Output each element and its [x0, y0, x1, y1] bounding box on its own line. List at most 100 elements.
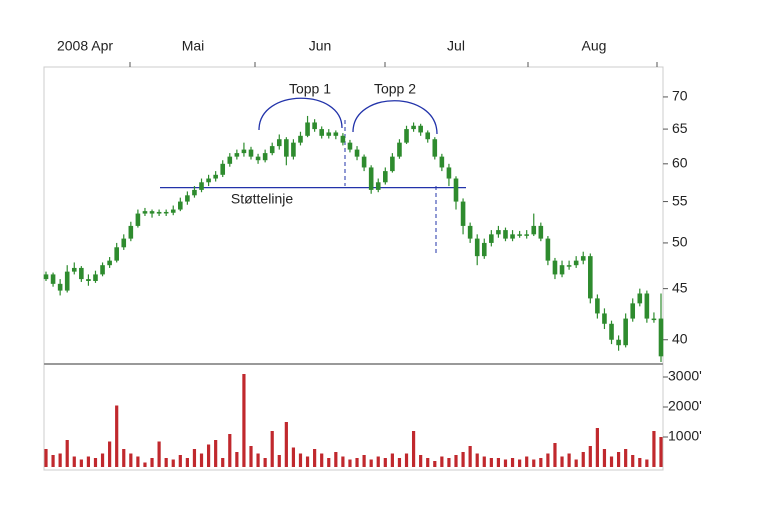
candle-body	[644, 293, 650, 319]
x-tick-label: Jun	[309, 38, 332, 54]
candle-body	[170, 209, 176, 213]
y-tick-label: 2000'	[668, 398, 702, 414]
volume-bar	[496, 458, 501, 467]
candle-body	[446, 167, 452, 179]
volume-bar	[652, 431, 656, 467]
candle-body	[354, 149, 360, 157]
x-tick-label: Jul	[447, 38, 465, 54]
volume-bar	[206, 444, 211, 467]
candle-body	[248, 149, 254, 157]
candle-body	[178, 201, 183, 210]
volume-bar	[327, 458, 331, 467]
candle-body	[588, 256, 593, 299]
y-tick-label: 40	[672, 330, 688, 346]
volume-bar	[192, 449, 197, 467]
volume-bar	[539, 458, 543, 467]
candle-body	[623, 318, 628, 346]
candle-body	[496, 230, 501, 235]
volume-bar	[567, 453, 571, 467]
candle-body	[460, 201, 466, 226]
volume-bar	[574, 459, 578, 467]
volume-bar	[532, 459, 536, 467]
volume-bar	[51, 455, 55, 467]
volume-bar	[291, 447, 296, 467]
volume-bar	[553, 443, 557, 467]
candle-body	[284, 139, 289, 157]
volume-bar	[595, 428, 599, 467]
candle-body	[651, 318, 657, 321]
candle-body	[100, 265, 105, 275]
candle-body	[616, 339, 621, 346]
candle-body	[566, 265, 572, 267]
annotation: Støttelinje	[231, 191, 293, 207]
candle-body	[43, 274, 49, 280]
candle-body	[128, 225, 134, 239]
candle-body	[361, 156, 367, 168]
candle-body	[149, 211, 155, 214]
volume-bar	[65, 440, 69, 467]
volume-bar	[44, 449, 48, 467]
candle-body	[637, 293, 643, 304]
volume-bar	[108, 441, 112, 467]
volume-bar	[235, 452, 239, 467]
x-tick-label: Mai	[182, 38, 205, 54]
candle-body	[545, 238, 551, 261]
volume-bar	[341, 456, 345, 467]
volume-bar	[277, 455, 281, 467]
volume-bar	[447, 458, 451, 467]
volume-bar	[100, 453, 105, 467]
candle-body	[241, 149, 247, 154]
volume-bar	[164, 458, 168, 467]
volume-bar	[426, 458, 430, 467]
volume-bar	[581, 452, 585, 467]
volume-bar	[199, 453, 204, 467]
candle-body	[411, 125, 416, 130]
volume-bar	[616, 452, 621, 467]
volume-bar	[638, 458, 642, 467]
candle-body	[658, 318, 664, 357]
volume-bar	[263, 458, 267, 467]
candle-body	[64, 271, 70, 291]
volume-bar	[602, 449, 607, 467]
volume-bar	[510, 458, 515, 467]
candle-body	[156, 211, 162, 214]
volume-bar	[461, 452, 465, 467]
candle-body	[255, 156, 261, 161]
candle-body	[397, 142, 402, 157]
volume-bar	[659, 437, 663, 467]
candle-body	[71, 267, 77, 272]
candle-body	[503, 230, 508, 239]
candle-body	[559, 265, 565, 275]
candle-body	[199, 182, 204, 190]
volume-bar	[475, 453, 479, 467]
candle-body	[481, 242, 487, 257]
candle-body	[107, 260, 112, 266]
candle-body	[510, 234, 515, 239]
candle-body	[595, 298, 600, 314]
candle-body	[79, 267, 84, 280]
candle-body	[432, 139, 438, 157]
volume-bar	[383, 458, 387, 467]
volume-bar	[298, 453, 303, 467]
candle-body	[86, 279, 91, 281]
y-tick-label: 3000'	[668, 368, 702, 384]
volume-bar	[284, 422, 288, 467]
volume-bar	[171, 459, 175, 467]
volume-bar	[93, 458, 98, 467]
candle-body	[573, 260, 579, 266]
volume-bar	[588, 446, 592, 467]
candle-body	[340, 135, 346, 143]
candle-body	[192, 189, 197, 196]
volume-bar	[369, 459, 373, 467]
volume-bar	[143, 462, 147, 467]
candle-body	[467, 225, 473, 239]
candle-body	[489, 234, 494, 243]
y-tick-label: 65	[672, 120, 688, 136]
volume-bar	[334, 452, 338, 467]
candle-body	[418, 125, 423, 133]
volume-bar	[305, 456, 310, 467]
y-tick-label: 1000'	[668, 428, 702, 444]
volume-bar	[228, 434, 232, 467]
volume-bar	[256, 453, 260, 467]
